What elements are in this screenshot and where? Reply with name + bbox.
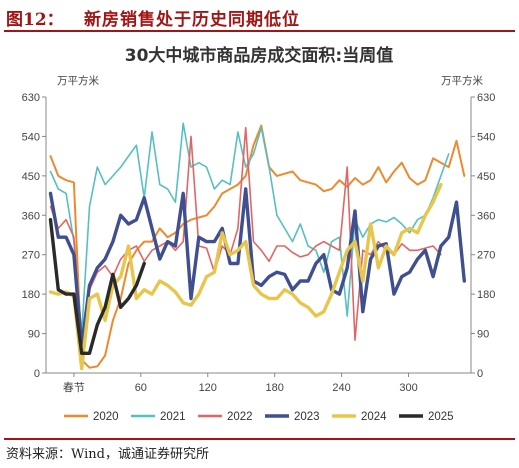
y-tick-label-left: 630 xyxy=(22,92,40,104)
legend-label-2023: 2023 xyxy=(294,411,320,423)
chart-title: 30大中城市商品房成交面积:当周值 xyxy=(125,45,393,66)
y-tick-label-right: 270 xyxy=(477,250,495,262)
y-tick-label-right: 0 xyxy=(477,368,483,380)
y-tick-label-left: 0 xyxy=(34,368,40,380)
y-tick-label-right: 180 xyxy=(477,289,495,301)
y-tick-label-left: 180 xyxy=(22,289,40,301)
x-tick-label: 300 xyxy=(399,382,417,394)
y-tick-label-right: 630 xyxy=(477,92,495,104)
y-unit-right: 万平方米 xyxy=(441,74,483,87)
y-tick-label-left: 90 xyxy=(28,329,40,341)
x-tick-label: 180 xyxy=(265,382,283,394)
legend-label-2022: 2022 xyxy=(227,411,253,423)
source-note: 资料来源：Wind，诚通证券研究所 xyxy=(6,447,209,462)
legend-label-2025: 2025 xyxy=(428,411,454,423)
series-line-2023 xyxy=(48,187,466,349)
y-unit-left: 万平方米 xyxy=(57,74,99,87)
series-line-2021 xyxy=(49,122,450,335)
header-rule xyxy=(4,30,515,32)
x-tick-label: 120 xyxy=(199,382,217,394)
source-rule xyxy=(4,438,515,440)
y-tick-label-left: 360 xyxy=(22,210,40,222)
series-lines xyxy=(48,122,466,371)
figure-title: 新房销售处于历史同期低位 xyxy=(84,10,300,30)
y-tick-label-left: 270 xyxy=(22,250,40,262)
x-tick-label: 60 xyxy=(135,382,147,394)
legend-label-2021: 2021 xyxy=(160,411,186,423)
y-tick-label-left: 450 xyxy=(22,171,40,183)
x-tick-label: 240 xyxy=(332,382,350,394)
y-ticks-right: 0 90 180 270 360 450 540 630 xyxy=(471,92,495,380)
y-ticks-left: 0 90 180 270 360 450 540 630 xyxy=(22,92,46,380)
figure-header: 图12： 新房销售处于历史同期低位 xyxy=(4,4,515,32)
y-tick-label-right: 450 xyxy=(477,171,495,183)
y-tick-label-right: 540 xyxy=(477,131,495,143)
legend: 2020 2021 2022 2023 2024 2025 xyxy=(64,411,454,423)
series-line-2025 xyxy=(48,217,146,355)
legend-label-2024: 2024 xyxy=(361,411,387,423)
x-ticks: 春节 60 120 180 240 300 xyxy=(63,373,418,394)
y-tick-label-right: 360 xyxy=(477,210,495,222)
legend-label-2020: 2020 xyxy=(93,411,119,423)
y-tick-label-left: 540 xyxy=(22,131,40,143)
figure-number: 图12： xyxy=(6,10,64,30)
x-tick-label: 春节 xyxy=(63,381,85,394)
y-tick-label-right: 90 xyxy=(477,329,489,341)
